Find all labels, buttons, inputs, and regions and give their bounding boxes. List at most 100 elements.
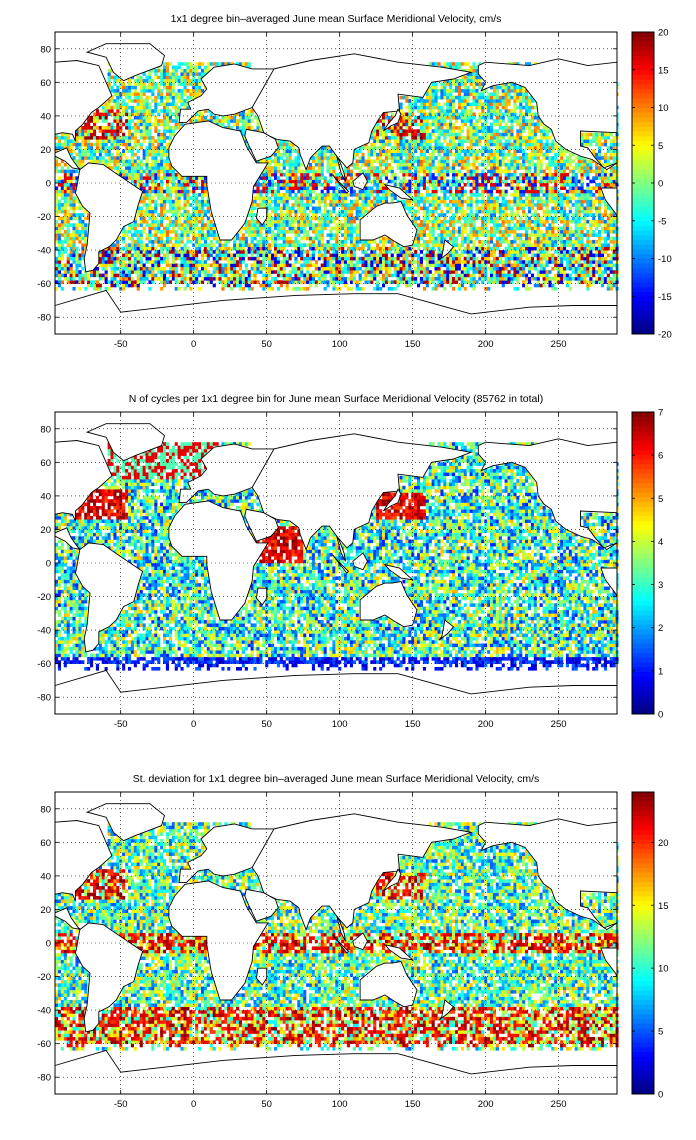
heatmap-cell	[560, 180, 563, 184]
heatmap-cell	[143, 170, 146, 174]
heatmap-cell	[475, 183, 478, 187]
heatmap-cell	[297, 220, 300, 224]
heatmap-cell	[505, 190, 508, 194]
heatmap-cell	[467, 163, 470, 167]
heatmap-cell	[271, 186, 274, 190]
heatmap-cell	[575, 227, 578, 231]
heatmap-cell	[414, 200, 417, 204]
heatmap-cell	[560, 176, 563, 180]
heatmap-cell	[195, 227, 198, 231]
heatmap-cell	[306, 193, 309, 197]
heatmap-cell	[75, 223, 78, 227]
heatmap-cell	[440, 176, 443, 180]
heatmap-cell	[163, 217, 166, 221]
heatmap-cell	[160, 277, 163, 281]
heatmap-cell	[184, 250, 187, 254]
heatmap-cell	[560, 203, 563, 207]
heatmap-cell	[417, 210, 420, 214]
heatmap-cell	[487, 170, 490, 174]
heatmap-cell	[294, 240, 297, 244]
heatmap-cell	[195, 250, 198, 254]
heatmap-cell	[394, 274, 397, 278]
heatmap-cell	[440, 284, 443, 288]
heatmap-cell	[449, 280, 452, 284]
heatmap-cell	[248, 274, 251, 278]
heatmap-cell	[274, 250, 277, 254]
heatmap-cell	[379, 190, 382, 194]
heatmap-cell	[122, 233, 125, 237]
heatmap-cell	[432, 223, 435, 227]
heatmap-cell	[195, 223, 198, 227]
heatmap-cell	[271, 237, 274, 241]
heatmap-cell	[367, 243, 370, 247]
heatmap-cell	[554, 267, 557, 271]
heatmap-cell	[432, 243, 435, 247]
heatmap-cell	[610, 284, 613, 288]
heatmap-cell	[236, 260, 239, 264]
heatmap-cell	[496, 210, 499, 214]
heatmap-cell	[540, 247, 543, 251]
heatmap-cell	[280, 284, 283, 288]
heatmap-cell	[353, 254, 356, 258]
heatmap-cell	[537, 284, 540, 288]
heatmap-cell	[210, 280, 213, 284]
heatmap-cell	[75, 254, 78, 258]
heatmap-cell	[402, 170, 405, 174]
heatmap-cell	[373, 196, 376, 200]
heatmap-cell	[64, 203, 67, 207]
heatmap-cell	[201, 223, 204, 227]
heatmap-cell	[400, 280, 403, 284]
heatmap-cell	[583, 250, 586, 254]
heatmap-cell	[189, 176, 192, 180]
heatmap-cell	[423, 170, 426, 174]
heatmap-cell	[365, 163, 368, 167]
heatmap-cell	[292, 267, 295, 271]
heatmap-cell	[598, 176, 601, 180]
heatmap-cell	[175, 270, 178, 274]
heatmap-cell	[505, 200, 508, 204]
heatmap-cell	[262, 243, 265, 247]
heatmap-cell	[388, 270, 391, 274]
heatmap-cell	[318, 227, 321, 231]
heatmap-cell	[449, 190, 452, 194]
heatmap-cell	[505, 183, 508, 187]
heatmap-cell	[242, 260, 245, 264]
heatmap-cell	[251, 240, 254, 244]
heatmap-cell	[178, 280, 181, 284]
heatmap-cell	[58, 233, 61, 237]
heatmap-cell	[335, 257, 338, 261]
heatmap-cell	[475, 260, 478, 264]
heatmap-cell	[554, 233, 557, 237]
heatmap-cell	[452, 196, 455, 200]
heatmap-cell	[262, 240, 265, 244]
heatmap-cell	[592, 274, 595, 278]
heatmap-cell	[58, 267, 61, 271]
heatmap-cell	[569, 163, 572, 167]
heatmap-cell	[382, 257, 385, 261]
heatmap-cell	[598, 237, 601, 241]
heatmap-cell	[84, 237, 87, 241]
heatmap-cell	[496, 183, 499, 187]
heatmap-cell	[455, 264, 458, 268]
heatmap-cell	[184, 190, 187, 194]
heatmap-cell	[350, 203, 353, 207]
heatmap-cell	[324, 264, 327, 268]
heatmap-cell	[221, 254, 224, 258]
heatmap-cell	[525, 190, 528, 194]
heatmap-cell	[169, 196, 172, 200]
heatmap-cell	[318, 170, 321, 174]
heatmap-cell	[405, 267, 408, 271]
heatmap-cell	[610, 280, 613, 284]
heatmap-cell	[586, 183, 589, 187]
heatmap-cell	[575, 176, 578, 180]
heatmap-cell	[388, 247, 391, 251]
heatmap-cell	[306, 237, 309, 241]
heatmap-cell	[560, 170, 563, 174]
heatmap-cell	[423, 163, 426, 167]
heatmap-cell	[93, 270, 96, 274]
heatmap-cell	[505, 173, 508, 177]
heatmap-cell	[379, 176, 382, 180]
heatmap-cell	[163, 227, 166, 231]
heatmap-cell	[283, 186, 286, 190]
